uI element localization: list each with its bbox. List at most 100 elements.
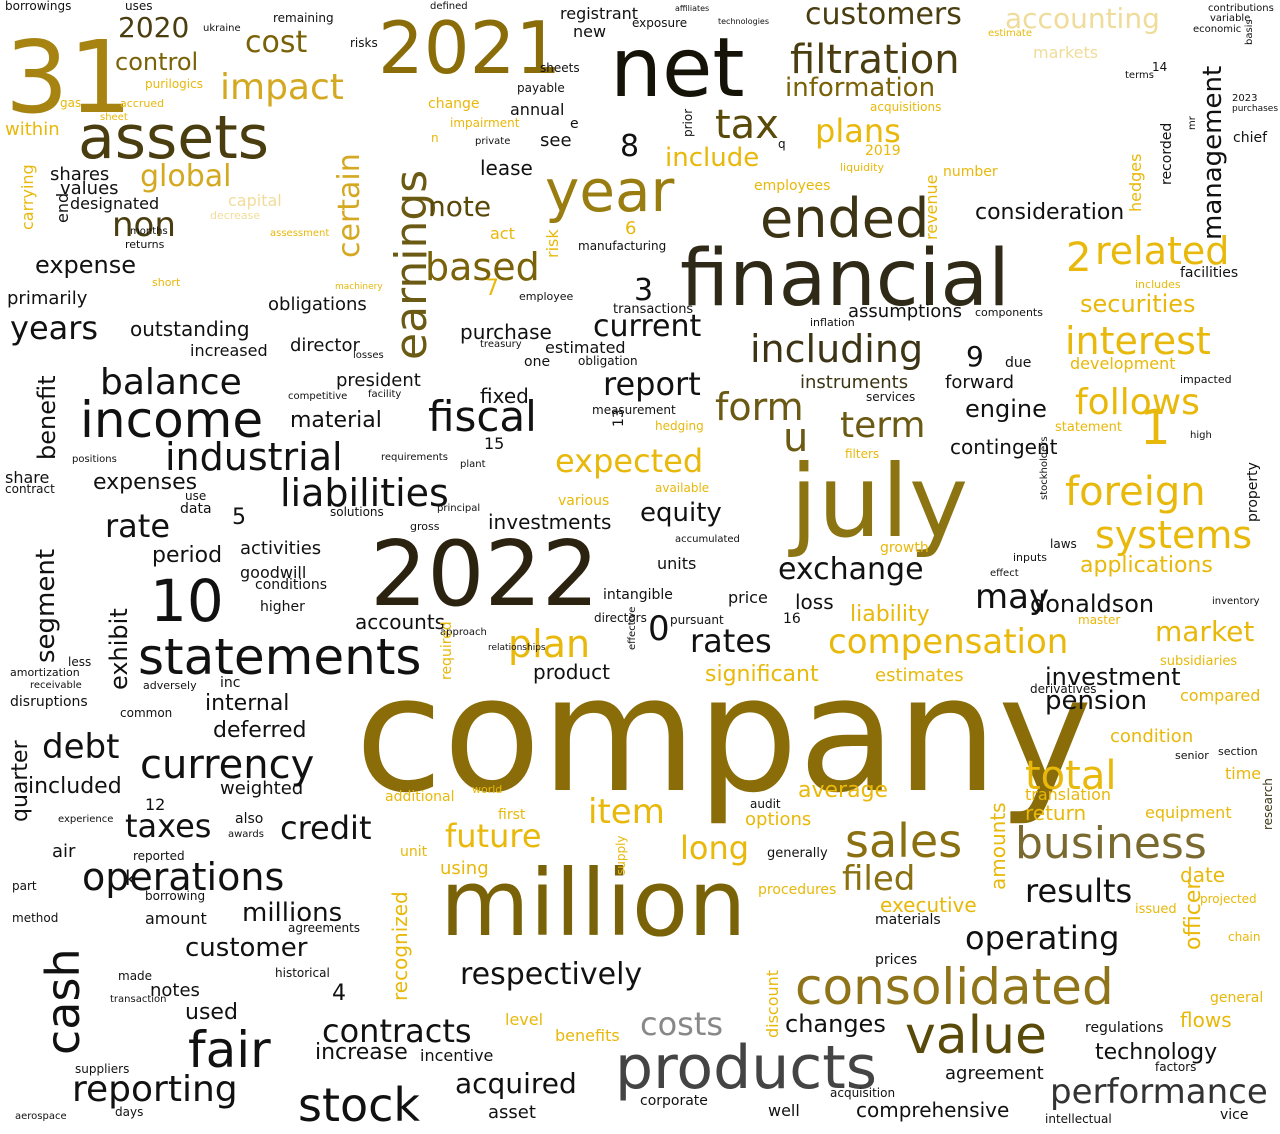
word-less: less xyxy=(68,656,91,668)
word-10: 10 xyxy=(150,572,224,630)
word-future: future xyxy=(445,820,542,852)
word-required: required xyxy=(440,621,454,680)
word-materials: materials xyxy=(875,913,941,927)
word-years: years xyxy=(10,312,98,344)
word-conditions: conditions xyxy=(255,578,327,592)
word-obligations: obligations xyxy=(268,296,367,314)
word-reported: reported xyxy=(133,850,185,862)
word-data: data xyxy=(180,502,212,516)
word-treasury: treasury xyxy=(480,340,522,350)
word-7: 7 xyxy=(485,278,499,300)
word-operating: operating xyxy=(965,922,1119,954)
word-level: level xyxy=(505,1012,543,1028)
word-product: product xyxy=(533,662,610,682)
word-available: available xyxy=(655,482,709,494)
word-intellectual: intellectual xyxy=(1045,1113,1112,1125)
word-machinery: machinery xyxy=(335,283,383,292)
word-results: results xyxy=(1025,875,1132,907)
word-components: components xyxy=(975,307,1043,318)
word-due: due xyxy=(1005,356,1031,370)
word-technologies: technologies xyxy=(718,18,769,26)
word-2022: 2022 xyxy=(370,530,599,620)
word-services: services xyxy=(866,391,915,403)
word-higher: higher xyxy=(260,600,305,614)
word-returns: returns xyxy=(125,239,164,250)
word-facilities: facilities xyxy=(1180,266,1238,280)
word-contract: contract xyxy=(5,483,55,495)
word-recorded: recorded xyxy=(1160,123,1174,185)
word-risks: risks xyxy=(350,37,378,49)
word-13: 13 xyxy=(612,409,626,427)
word-term: term xyxy=(840,408,926,444)
word-2021: 2021 xyxy=(378,12,561,84)
word-part: part xyxy=(12,880,37,892)
word-additional: additional xyxy=(385,790,455,804)
word-competitive: competitive xyxy=(288,392,347,402)
word-stock: stock xyxy=(298,1082,420,1128)
word-engine: engine xyxy=(965,397,1047,421)
word-transactions: transactions xyxy=(613,303,693,316)
word-transaction: transaction xyxy=(110,995,167,1005)
word-facility: facility xyxy=(368,390,401,400)
word-rate: rate xyxy=(105,510,170,542)
word-agreements: agreements xyxy=(288,922,360,934)
word-value: value xyxy=(905,1010,1047,1062)
word-6: 6 xyxy=(625,220,636,238)
word-cash: cash xyxy=(40,948,86,1055)
word-statements: statements xyxy=(138,632,421,682)
word-sales: sales xyxy=(845,818,962,864)
word-basis: basis xyxy=(1245,19,1255,45)
word-balance: balance xyxy=(100,365,242,401)
word-increase: increase xyxy=(315,1042,408,1064)
word-year: year xyxy=(545,162,674,220)
word-0: 0 xyxy=(648,612,670,646)
word-16: 16 xyxy=(783,612,801,626)
word-supply: supply xyxy=(615,835,627,875)
word-respectively: respectively xyxy=(460,960,642,990)
word-chief: chief xyxy=(1233,131,1267,145)
word-general: general xyxy=(1210,991,1263,1005)
word-inventory: inventory xyxy=(1212,597,1260,607)
word-fixed: fixed xyxy=(480,386,529,406)
word-quarter: quarter xyxy=(10,740,32,822)
word-growth: growth xyxy=(880,541,929,555)
word-losses: losses xyxy=(353,351,384,361)
word-q: q xyxy=(778,138,786,150)
word-changes: changes xyxy=(785,1012,886,1036)
word-short: short xyxy=(152,277,180,288)
word-accumulated: accumulated xyxy=(675,535,740,545)
word-measurement: measurement xyxy=(592,404,676,416)
word-3: 3 xyxy=(634,276,653,306)
word-plant: plant xyxy=(460,460,486,470)
word-impairment: impairment xyxy=(450,117,519,129)
word-credit: credit xyxy=(280,812,371,844)
word-section: section xyxy=(1218,746,1258,757)
word-loss: loss xyxy=(795,592,834,612)
word-air: air xyxy=(52,843,75,861)
word-customers: customers xyxy=(805,0,962,30)
word-deferred: deferred xyxy=(213,720,307,742)
word-affiliates: affiliates xyxy=(675,5,709,13)
word-consideration: consideration xyxy=(975,202,1124,224)
word-awards: awards xyxy=(228,830,264,840)
word-july: july xyxy=(790,452,968,552)
word-accounts: accounts xyxy=(355,612,445,632)
word-regulations: regulations xyxy=(1085,1021,1163,1035)
word-solutions: solutions xyxy=(330,506,384,518)
word-ukraine: ukraine xyxy=(203,24,241,34)
word-rates: rates xyxy=(690,625,772,657)
word-one: one xyxy=(524,355,550,369)
word-certain: certain xyxy=(335,153,365,258)
word-segment: segment xyxy=(33,549,59,663)
word-agreement: agreement xyxy=(945,1065,1044,1083)
word-purilogics: purilogics xyxy=(145,78,203,90)
word-act: act xyxy=(490,226,515,242)
word-change: change xyxy=(428,97,480,111)
word-uses: uses xyxy=(125,0,153,12)
word-5: 5 xyxy=(232,507,246,529)
word-compensation: compensation xyxy=(828,625,1068,659)
word-equipment: equipment xyxy=(1145,805,1232,821)
word-derivatives: derivatives xyxy=(1030,683,1097,695)
word-tax: tax xyxy=(715,105,779,145)
